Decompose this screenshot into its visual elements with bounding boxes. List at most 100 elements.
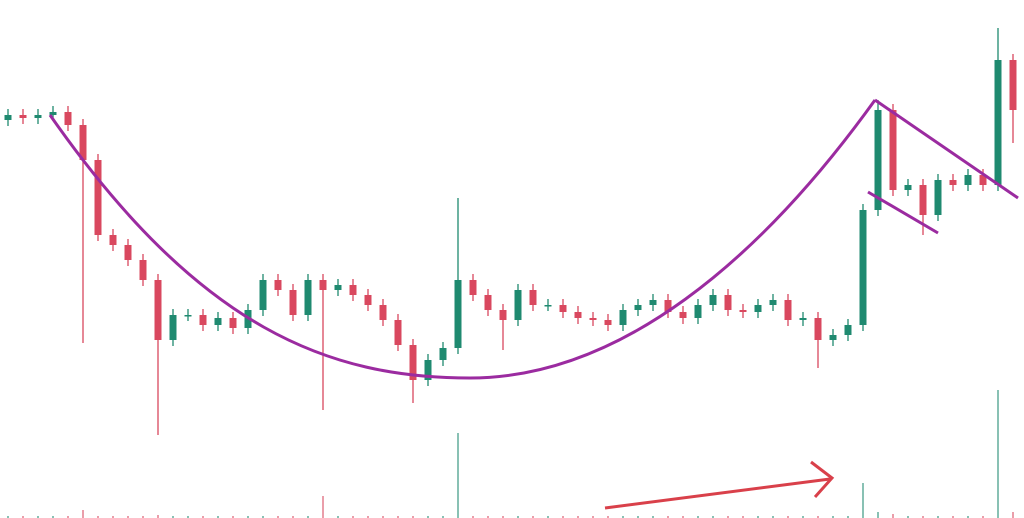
volume-bar — [502, 516, 504, 518]
candle-body — [664, 300, 672, 312]
candle-body — [904, 185, 912, 190]
arrow-shaft — [604, 477, 831, 510]
volume-bar — [877, 512, 879, 518]
volume-bar — [847, 516, 849, 518]
volume-bar — [232, 516, 234, 518]
cup-curve — [48, 99, 877, 380]
candle-body — [19, 115, 27, 118]
volume-bar — [337, 516, 339, 518]
candle-body — [844, 325, 852, 335]
volume-bar — [577, 516, 579, 518]
candle-body — [379, 305, 387, 320]
volume-bar — [637, 516, 639, 518]
volume-bar — [802, 516, 804, 518]
candle-body — [994, 60, 1002, 185]
candle-body — [364, 295, 372, 305]
volume-bar — [682, 516, 684, 518]
candle-body — [634, 305, 642, 310]
candle-body — [484, 295, 492, 310]
candle-body — [619, 310, 627, 325]
candle-body — [4, 115, 12, 120]
candle-body — [799, 318, 807, 320]
volume-bar — [772, 516, 774, 518]
candle-body — [979, 175, 987, 185]
volume-bar — [367, 516, 369, 518]
volume-bar — [67, 516, 69, 518]
candle-body — [589, 318, 597, 320]
candle-body — [739, 310, 747, 312]
candle-body — [709, 295, 717, 305]
volume-bar — [22, 516, 24, 518]
candle-body — [124, 245, 132, 260]
volume-bar — [277, 516, 279, 518]
volume-bar — [127, 516, 129, 518]
volume-bar — [517, 516, 519, 518]
candle-body — [334, 285, 342, 290]
candle-body — [559, 305, 567, 312]
volume-bar — [142, 516, 144, 518]
candle-body — [814, 318, 822, 340]
volume-bar — [922, 516, 924, 518]
arrow-head — [810, 460, 835, 499]
volume-bar — [202, 516, 204, 518]
volume-bar — [952, 516, 954, 518]
candle-body — [604, 320, 612, 325]
candle-body — [349, 285, 357, 295]
volume-bar — [427, 516, 429, 518]
volume-bar — [547, 516, 549, 518]
candle-body — [574, 312, 582, 318]
candle-body — [409, 345, 417, 380]
candle-body — [94, 160, 102, 235]
candle-body — [439, 348, 447, 360]
candle-body — [229, 318, 237, 328]
volume-bar — [667, 516, 669, 518]
candle-body — [919, 185, 927, 215]
candle-body — [544, 305, 552, 307]
volume-bar — [937, 516, 939, 518]
volume-bar — [172, 516, 174, 518]
volume-bar — [262, 516, 264, 518]
candle-body — [934, 180, 942, 215]
volume-bar — [382, 516, 384, 518]
volume-bar — [697, 516, 699, 518]
volume-bar — [892, 514, 894, 518]
volume-bar — [37, 516, 39, 518]
candle-body — [274, 280, 282, 290]
volume-bar — [187, 516, 189, 518]
volume-bar — [712, 516, 714, 518]
volume-bar — [157, 515, 159, 518]
volume-bar — [787, 516, 789, 518]
candle-body — [454, 280, 462, 348]
volume-bar — [967, 516, 969, 518]
volume-bar — [307, 516, 309, 518]
volume-bar — [907, 516, 909, 518]
candle-body — [214, 318, 222, 325]
volume-bar — [862, 483, 864, 518]
volume-bar — [652, 516, 654, 518]
volume-bar — [247, 516, 249, 518]
volume-bar — [532, 516, 534, 518]
candle-body — [679, 312, 687, 318]
candle-body — [829, 335, 837, 340]
volume-bar — [352, 516, 354, 518]
volume-bar — [217, 516, 219, 518]
candle-body — [874, 110, 882, 210]
candle-body — [49, 112, 57, 115]
volume-bar — [292, 516, 294, 518]
candle-body — [769, 300, 777, 305]
volume-bar — [727, 516, 729, 518]
candle-body — [154, 280, 162, 340]
candle-body — [139, 260, 147, 280]
volume-bar — [412, 516, 414, 518]
volume-bar — [397, 516, 399, 518]
volume-bar — [112, 516, 114, 518]
candle-body — [79, 125, 87, 160]
volume-bar — [607, 516, 609, 518]
candle-body — [304, 280, 312, 315]
volume-bar — [442, 516, 444, 518]
candle-body — [964, 175, 972, 185]
volume-bar — [832, 516, 834, 518]
volume-bar — [757, 516, 759, 518]
candle-body — [169, 315, 177, 340]
